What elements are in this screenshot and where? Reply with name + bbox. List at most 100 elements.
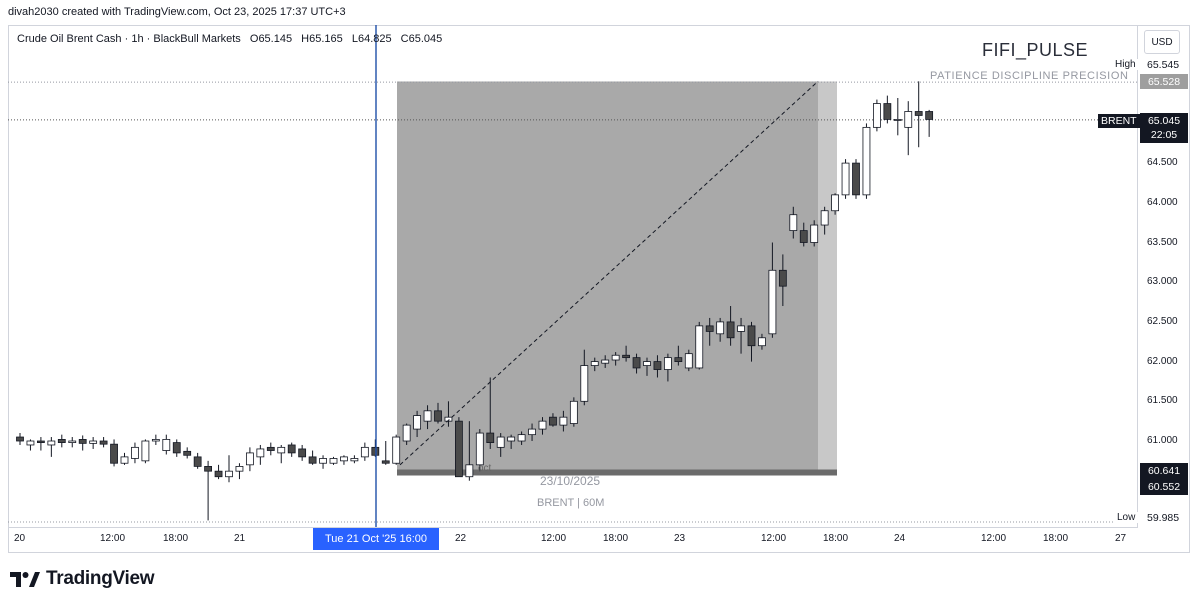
bull-candle <box>26 440 35 446</box>
price-tick-label: 63.000 <box>1147 276 1178 288</box>
bull-candle <box>329 458 338 464</box>
time-tick-label: 20 <box>14 533 26 544</box>
currency-button[interactable]: USD <box>1144 30 1180 54</box>
watermark-subtitle: PATIENCE DISCIPLINE PRECISION <box>930 70 1129 82</box>
legend-sep: · <box>124 33 132 45</box>
tradingview-logo-icon <box>10 572 40 587</box>
bull-candle <box>569 400 578 424</box>
bull-candle <box>507 436 516 442</box>
bull-candle <box>131 446 139 459</box>
bull-candle <box>256 448 265 458</box>
bar-countdown: 22:05 <box>1150 129 1178 141</box>
legend-symbol[interactable]: Crude Oil Brent Cash <box>17 33 122 45</box>
legend-close-label: C <box>400 33 409 45</box>
bear-candle <box>486 432 495 443</box>
bull-candle <box>831 194 839 212</box>
chart-legend: Crude Oil Brent Cash · 1h · BlackBull Ma… <box>17 33 442 45</box>
box-oct-label: oct <box>478 463 492 474</box>
legend-low: 64.825 <box>357 33 392 45</box>
bull-candle <box>893 119 902 121</box>
bull-candle <box>758 337 766 347</box>
bear-candle <box>78 439 87 444</box>
bear-candle <box>204 466 213 472</box>
bear-candle <box>799 230 808 243</box>
bear-candle <box>287 444 296 454</box>
bear-candle <box>852 162 860 196</box>
bull-candle <box>68 440 77 443</box>
bull-candle <box>737 325 745 332</box>
time-tick-label: 12:00 <box>981 533 1007 544</box>
tradingview-logo[interactable]: TradingView <box>10 568 155 590</box>
bear-candle <box>914 111 923 116</box>
creator-line: divah2030 created with TradingView.com, … <box>8 6 346 18</box>
bull-candle <box>402 424 411 442</box>
bull-candle <box>245 452 254 466</box>
legend-open-label: O <box>249 33 259 45</box>
box-symbol-label: BRENT | 60M <box>537 497 605 509</box>
bull-candle <box>360 446 369 458</box>
legend-high-label: H <box>301 33 310 45</box>
bear-candle <box>925 111 934 120</box>
bull-candle <box>465 464 474 478</box>
time-tick-label: 24 <box>894 533 906 544</box>
price-tick-label: 63.500 <box>1147 236 1178 248</box>
price-range-box-base <box>397 469 837 476</box>
bear-candle <box>434 410 442 422</box>
bear-candle <box>193 456 202 467</box>
time-tick-label: 12:00 <box>100 533 126 544</box>
price-tick-label: 64.000 <box>1147 196 1178 208</box>
bull-candle <box>162 439 171 451</box>
bull-candle <box>580 365 589 402</box>
bull-candle <box>538 420 547 430</box>
bull-candle <box>475 432 484 466</box>
bear-candle <box>16 436 24 442</box>
bull-candle <box>392 436 401 464</box>
bull-candle <box>151 439 160 442</box>
bear-candle <box>632 357 641 369</box>
bull-candle <box>141 440 150 462</box>
price-tick-label: 62.000 <box>1147 355 1178 367</box>
legend-close: 65.045 <box>408 33 443 45</box>
price-axis[interactable] <box>1137 25 1190 527</box>
bear-candle <box>778 269 787 287</box>
bear-candle <box>37 440 45 443</box>
bull-candle <box>277 446 286 454</box>
time-tick-label: 18:00 <box>823 533 849 544</box>
bull-candle <box>862 126 871 196</box>
time-tick-label: 18:00 <box>163 533 189 544</box>
box-bottom-price-2: 60.552 <box>1147 481 1181 493</box>
bull-candle <box>601 359 610 364</box>
price-tick-label: 64.500 <box>1147 157 1178 169</box>
bear-candle <box>183 450 192 456</box>
bull-candle <box>225 470 233 478</box>
bull-candle <box>664 357 672 370</box>
legend-high: 65.165 <box>309 33 343 45</box>
time-tick-label: 18:00 <box>1043 533 1069 544</box>
bear-candle <box>622 354 630 359</box>
time-axis[interactable] <box>8 527 1138 553</box>
bull-candle <box>684 353 693 369</box>
low-label: Low <box>1113 512 1140 523</box>
time-tick-label: 27 <box>1115 533 1127 544</box>
bear-candle <box>747 325 756 347</box>
bear-candle <box>110 443 118 464</box>
price-tick-label: 61.500 <box>1147 395 1178 407</box>
bear-candle <box>726 321 735 339</box>
price-tick-label: 61.000 <box>1147 435 1178 446</box>
symbol-price-tag: BRENT <box>1098 114 1140 128</box>
bull-candle <box>841 162 850 196</box>
bull-candle <box>496 436 505 448</box>
chart-frame <box>8 25 1190 553</box>
current-price-tag: 65.045 22:05 <box>1140 113 1188 143</box>
high-label: High <box>1111 59 1140 70</box>
bull-candle <box>120 456 129 464</box>
box-bottom-price-tags: 60.641 60.552 <box>1140 463 1188 495</box>
bull-candle <box>528 428 536 436</box>
bull-candle <box>590 361 599 366</box>
bull-candle <box>350 458 359 462</box>
tradingview-brand: TradingView <box>46 568 155 589</box>
bear-candle <box>705 325 714 332</box>
bull-candle <box>643 361 651 366</box>
bear-candle <box>549 416 557 426</box>
